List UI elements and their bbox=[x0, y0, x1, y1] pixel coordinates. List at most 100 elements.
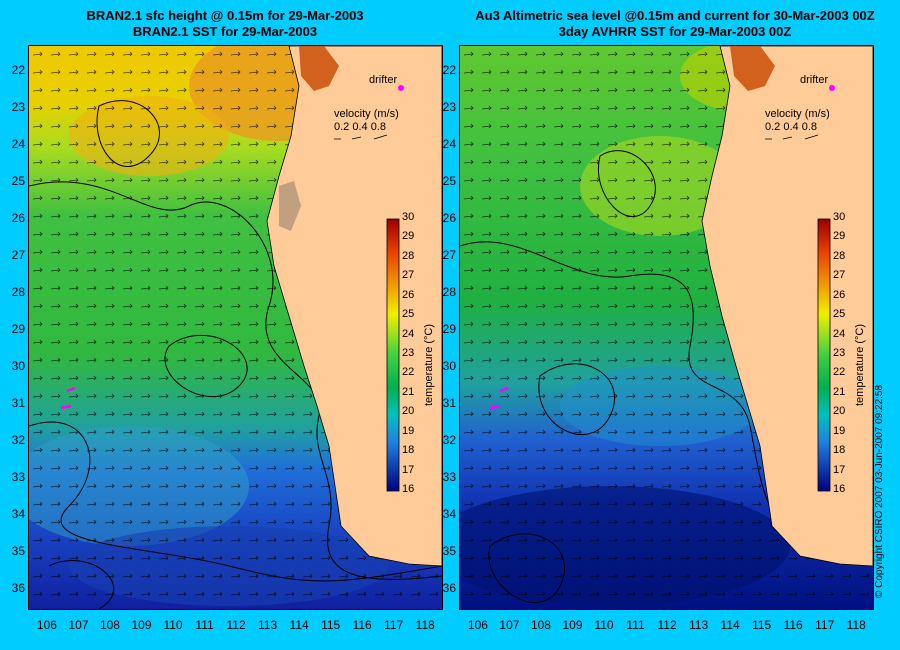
left-panel-title: BRAN2.1 sfc height @ 0.15m for 29-Mar-20… bbox=[0, 8, 450, 40]
left-lat-tick: 26 bbox=[11, 211, 25, 226]
right-lat-tick: 28 bbox=[442, 285, 456, 300]
right-lon-tick: 106 bbox=[467, 618, 488, 632]
left-lat-tick: 32 bbox=[11, 433, 25, 448]
right-colorbar-tick: 25 bbox=[833, 308, 846, 321]
left-lon-tick: 108 bbox=[99, 618, 120, 632]
left-lat-tick: 28 bbox=[11, 285, 25, 300]
left-velocity-label: velocity (m/s) bbox=[334, 108, 399, 120]
right-lat-tick: 27 bbox=[442, 248, 456, 263]
left-colorbar-tick: 21 bbox=[402, 385, 415, 398]
left-lat-tick: 29 bbox=[11, 322, 25, 337]
right-lat-tick: 25 bbox=[442, 174, 456, 189]
right-lon-tick: 110 bbox=[594, 618, 614, 632]
left-lat-tick: 31 bbox=[11, 396, 25, 411]
right-lat-tick: 23 bbox=[442, 99, 456, 114]
left-lon-tick: 114 bbox=[289, 618, 309, 632]
left-colorbar-tick: 26 bbox=[402, 288, 415, 301]
right-lon-tick: 111 bbox=[626, 618, 645, 632]
right-colorbar-tick: 22 bbox=[833, 366, 846, 379]
right-lat-tick: 31 bbox=[442, 396, 456, 411]
left-colorbar-tick: 16 bbox=[402, 483, 415, 495]
left-lat-tick: 34 bbox=[11, 507, 25, 522]
right-lon-tick: 114 bbox=[720, 618, 740, 632]
right-colorbar-tick: 21 bbox=[833, 385, 846, 398]
right-lat-tick: 35 bbox=[442, 544, 456, 559]
right-title-line2: 3day AVHRR SST for 29-Mar-2003 00Z bbox=[558, 24, 792, 39]
left-sst-map bbox=[29, 46, 442, 609]
right-lat-tick: 32 bbox=[442, 433, 456, 448]
right-sst-map bbox=[460, 46, 873, 609]
right-colorbar-tick: 17 bbox=[833, 463, 846, 476]
left-colorbar-tick: 24 bbox=[402, 327, 415, 340]
right-lon-tick: 109 bbox=[562, 618, 583, 632]
left-colorbar-tick: 27 bbox=[402, 269, 415, 282]
right-colorbar-tick: 27 bbox=[833, 269, 846, 282]
right-lon-tick: 108 bbox=[530, 618, 551, 632]
right-lat-tick: 24 bbox=[442, 137, 456, 151]
left-colorbar-tick: 29 bbox=[402, 230, 415, 243]
left-lon-tick: 113 bbox=[258, 618, 278, 632]
right-lat-tick: 34 bbox=[442, 507, 456, 522]
right-lon-tick: 115 bbox=[752, 618, 772, 632]
left-lon-tick: 110 bbox=[163, 618, 183, 632]
left-colorbar-tick: 19 bbox=[402, 424, 415, 437]
right-colorbar-tick: 26 bbox=[833, 288, 846, 301]
right-lat-tick: 26 bbox=[442, 211, 456, 226]
right-velocity-scale: 0.2 0.4 0.8 bbox=[765, 121, 817, 133]
right-map-panel: drifter velocity (m/s) 0.2 0.4 0.8 tempe… bbox=[459, 45, 874, 610]
left-colorbar-tick: 17 bbox=[402, 463, 415, 476]
left-lon-tick: 118 bbox=[415, 618, 435, 632]
right-colorbar-title: temperature (°C) bbox=[854, 323, 866, 406]
left-colorbar-tick: 22 bbox=[402, 366, 415, 379]
right-colorbar-tick: 24 bbox=[833, 327, 846, 340]
right-lon-tick: 112 bbox=[657, 618, 677, 632]
left-lon-tick: 111 bbox=[195, 618, 214, 632]
right-lon-tick: 116 bbox=[783, 618, 803, 632]
right-drifter-label: drifter bbox=[800, 74, 829, 86]
left-lat-tick: 23 bbox=[11, 99, 25, 114]
left-colorbar-tick: 30 bbox=[402, 211, 415, 223]
right-lat-tick: 29 bbox=[442, 322, 456, 337]
right-lon-tick: 117 bbox=[815, 618, 835, 632]
right-lat-tick: 33 bbox=[442, 470, 456, 485]
left-lat-tick: 33 bbox=[11, 470, 25, 485]
right-lat-tick: 30 bbox=[442, 359, 456, 374]
right-colorbar-tick: 23 bbox=[833, 347, 846, 359]
left-lon-tick: 109 bbox=[131, 618, 152, 632]
left-lat-tick: 24 bbox=[11, 137, 25, 151]
left-colorbar-tick: 28 bbox=[402, 249, 415, 262]
right-colorbar-tick: 28 bbox=[833, 249, 846, 262]
right-velocity-label: velocity (m/s) bbox=[765, 108, 830, 120]
left-lat-tick: 36 bbox=[11, 581, 25, 596]
right-colorbar-tick: 30 bbox=[833, 211, 846, 223]
left-velocity-scale: 0.2 0.4 0.8 bbox=[334, 121, 386, 133]
left-lon-tick: 116 bbox=[352, 618, 372, 632]
left-lat-tick: 30 bbox=[11, 359, 25, 374]
right-title-line1: Au3 Altimetric sea level @0.15m and curr… bbox=[475, 8, 875, 23]
right-lon-tick: 107 bbox=[499, 618, 520, 632]
right-lon-tick: 118 bbox=[846, 618, 866, 632]
right-colorbar-tick: 18 bbox=[833, 444, 846, 457]
left-lat-tick: 35 bbox=[11, 544, 25, 559]
right-lon-tick: 113 bbox=[689, 618, 709, 632]
left-map-panel: drifter velocity (m/s) 0.2 0.4 0.8 tempe… bbox=[28, 45, 443, 610]
right-colorbar-tick: 29 bbox=[833, 230, 846, 243]
right-colorbar-tick: 19 bbox=[833, 424, 846, 437]
left-title-line1: BRAN2.1 sfc height @ 0.15m for 29-Mar-20… bbox=[86, 8, 364, 23]
copyright-text: © Copyright CSIRO 2007 03-Jun-2007 09:22… bbox=[874, 384, 885, 598]
right-lat-tick: 36 bbox=[442, 581, 456, 596]
right-colorbar-tick: 20 bbox=[833, 405, 846, 418]
left-lon-tick: 115 bbox=[321, 618, 341, 632]
right-lat-tick: 22 bbox=[442, 62, 456, 77]
right-panel-title: Au3 Altimetric sea level @0.15m and curr… bbox=[450, 8, 900, 40]
left-colorbar-tick: 25 bbox=[402, 308, 415, 321]
left-colorbar-tick: 23 bbox=[402, 347, 415, 359]
left-colorbar-tick: 20 bbox=[402, 405, 415, 418]
right-colorbar-tick: 16 bbox=[833, 483, 846, 495]
left-lat-tick: 27 bbox=[11, 248, 25, 263]
left-lon-tick: 106 bbox=[36, 618, 57, 632]
left-lon-tick: 112 bbox=[226, 618, 246, 632]
left-drifter-label: drifter bbox=[369, 74, 398, 86]
left-lon-tick: 117 bbox=[384, 618, 404, 632]
left-lat-tick: 22 bbox=[11, 62, 25, 77]
